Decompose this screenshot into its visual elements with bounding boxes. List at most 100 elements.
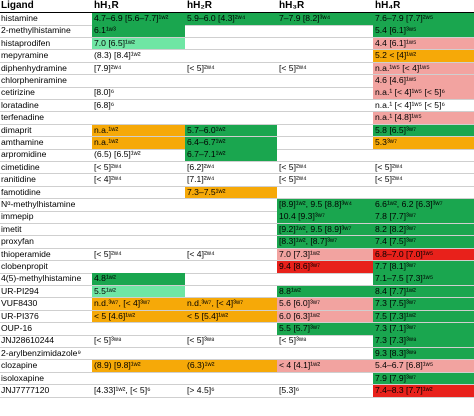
ligand-name-cell: 2-methylhistamine bbox=[1, 25, 71, 36]
header-h1r: hH₁R bbox=[94, 0, 119, 11]
value-cell-h2r: 5.9–6.0 [4.3]²ʷ⁴ bbox=[185, 13, 277, 25]
table-row: VUF8430 n.d.³ʷ⁷, [< 4]³ʷ⁷ n.d.³ʷ⁷, [< 4]³ʷ… bbox=[0, 298, 474, 310]
value-cell-h2r bbox=[185, 273, 277, 285]
row-divider bbox=[0, 272, 474, 274]
value-cell-h1r: [8.0]⁶ bbox=[94, 87, 115, 98]
ligand-name-cell: immepip bbox=[1, 211, 34, 222]
row-divider bbox=[0, 24, 474, 26]
value-cell-h3r bbox=[277, 25, 373, 37]
table-row: thioperamide [< 5]²ʷ⁴ [< 4]²ʷ⁴ 7.0 [7.3]¹ʷ²… bbox=[0, 248, 474, 261]
table-row: histamine 4.7–6.9 [5.6–7.7]¹ʷ² 5.9–6.0 [4.… bbox=[0, 13, 474, 25]
ligand-name-cell: UR-PI294 bbox=[1, 285, 39, 296]
row-divider bbox=[0, 37, 474, 38]
value-cell-h1r bbox=[92, 323, 185, 335]
header-h2r: hH₂R bbox=[187, 0, 212, 11]
value-cell-h2r bbox=[185, 286, 277, 298]
table-header: Ligand hH₁R hH₂R hH₃R hH₄R bbox=[0, 0, 474, 11]
value-cell-h3r: 7–7.9 [8.2]³ʷ⁴ bbox=[277, 13, 373, 25]
value-cell-h4r: 7.3 [7.1]³ʷ⁷ bbox=[373, 323, 474, 335]
value-cell-h2r: [< 5]²ʷ⁴ bbox=[187, 62, 215, 73]
value-cell-h4r: 7.6–7.9 [7.7]²ʷ⁵ bbox=[373, 13, 474, 25]
value-cell-h3r bbox=[277, 87, 373, 99]
value-cell-h1r: (6.5) [6.5]¹ʷ² bbox=[94, 149, 141, 160]
value-cell-h1r bbox=[92, 348, 185, 360]
table-row: clobenpropit 9.4 [8.6]³ʷ⁷ 7.7 [8.1]³ʷ⁷ bbox=[0, 261, 474, 273]
value-cell-h4r: 5.2 < [4]¹ʷ² bbox=[373, 50, 474, 62]
table-row: clozapine (8.9) [9.8]¹ʷ² (6.3)¹ʷ² < 4 [4.1]… bbox=[0, 360, 474, 372]
ligand-name-cell: histamine bbox=[1, 13, 38, 23]
value-cell-h4r: 5.8 [6.5]³ʷ⁷ bbox=[373, 124, 474, 137]
table-row: cetirizine [8.0]⁶ n.a.¹ [< 4]¹ʷ⁵ [< 5]⁶ bbox=[0, 87, 474, 99]
value-cell-h3r bbox=[277, 50, 373, 62]
ligand-name-cell: amthamine bbox=[1, 137, 44, 147]
row-divider bbox=[0, 334, 474, 336]
row-divider bbox=[0, 247, 474, 249]
row-divider bbox=[0, 309, 474, 311]
value-cell-h1r: n.a.¹ʷ² bbox=[92, 137, 185, 149]
value-cell-h3r: [< 5]³ʷ⁸ bbox=[279, 335, 307, 346]
value-cell-h2r bbox=[185, 323, 277, 335]
table-row: Nᵅ-methylhistamine [8.9]¹ʷ², 9.5 [8.8]³ʷ⁴… bbox=[0, 199, 474, 211]
value-cell-h2r bbox=[185, 211, 277, 223]
value-cell-h3r bbox=[277, 100, 373, 112]
row-divider bbox=[0, 260, 474, 261]
table-row: isoloxapine 7.9 [7.9]³ʷ⁷ bbox=[0, 372, 474, 385]
table-row: 2-methylhistamine 6.1¹ʷ³ 5.4 [6.1]³ʷ⁵ bbox=[0, 25, 474, 37]
value-cell-h3r: [8.3]¹ʷ², [8.7]³ʷ⁷ bbox=[277, 236, 373, 248]
value-cell-h2r bbox=[185, 100, 277, 112]
value-cell-h2r: 7.3–7.5¹ʷ² bbox=[185, 186, 277, 199]
value-cell-h3r bbox=[277, 149, 373, 161]
value-cell-h3r bbox=[277, 187, 373, 199]
value-cell-h1r bbox=[92, 236, 185, 248]
value-cell-h4r: 6.6¹ʷ², 6.2 [6.3]³ʷ⁷ bbox=[373, 199, 474, 211]
value-cell-h1r: < 5 [4.6]¹ʷ² bbox=[92, 310, 185, 323]
table-row: OUP-16 5.5 [5.7]³ʷ⁷ 7.3 [7.1]³ʷ⁷ bbox=[0, 323, 474, 335]
table-row: mepyramine (8.3) [8.4]¹ʷ² 5.2 < [4]¹ʷ² bbox=[0, 50, 474, 62]
value-cell-h1r: 4.8¹ʷ² bbox=[92, 273, 185, 285]
ligand-name-cell: chlorpheniramine bbox=[1, 75, 67, 85]
header-rule bbox=[0, 12, 474, 13]
value-cell-h3r: 5.6 [6.0]³ʷ⁷ bbox=[277, 298, 373, 310]
value-cell-h4r: 7.8 [7.7]³ʷ⁷ bbox=[373, 211, 474, 223]
value-cell-h4r: n.a.¹ [4.8]¹ʷ⁵ bbox=[373, 112, 474, 124]
value-cell-h2r: [6.2]²ʷ⁴ bbox=[187, 161, 215, 172]
value-cell-h3r: [< 5]²ʷ⁴ bbox=[279, 161, 307, 172]
row-divider bbox=[0, 285, 474, 286]
value-cell-h3r: 5.5 [5.7]³ʷ⁷ bbox=[277, 323, 373, 335]
value-cell-h2r: 6.4–6.7¹ʷ² bbox=[185, 137, 277, 149]
value-cell-h4r: n.a.¹ʷ⁵ [< 4]¹ʷ⁵ bbox=[373, 62, 474, 75]
table-row: JNJ28610244 [< 5]³ʷ⁸ [< 5]³ʷ⁸ [< 5]³ʷ⁸ 7.3 [… bbox=[0, 335, 474, 347]
value-cell-h1r: [6.8]⁶ bbox=[94, 99, 115, 110]
row-divider bbox=[0, 371, 474, 373]
row-divider bbox=[0, 359, 474, 360]
header-h4r: hH₄R bbox=[375, 0, 401, 11]
value-cell-h3r: [< 5]²ʷ⁴ bbox=[279, 174, 307, 185]
table-row: proxyfan [8.3]¹ʷ², [8.7]³ʷ⁷ 7.4 [7.5]³ʷ⁷ bbox=[0, 236, 474, 248]
table-row: diphenhydramine [7.9]²ʷ⁴ [< 5]²ʷ⁴ [< 5]²ʷ⁴ n… bbox=[0, 62, 474, 75]
table-row: chlorpheniramine 4.6 [4.6]¹ʷ⁵ bbox=[0, 75, 474, 87]
table-row: 2-arylbenzimidazole⁹ 9.3 [8.3]³ʷ⁹ bbox=[0, 347, 474, 360]
value-cell-h4r: 5.4 [6.1]³ʷ⁵ bbox=[373, 25, 474, 37]
value-cell-h4r: 5.3³ʷ⁷ bbox=[373, 137, 474, 149]
value-cell-h4r: 8.4 [7.7]¹ʷ² bbox=[373, 285, 474, 298]
row-divider bbox=[0, 111, 474, 112]
value-cell-h1r bbox=[92, 187, 185, 199]
value-cell-h1r: [7.9]²ʷ⁴ bbox=[94, 62, 122, 73]
value-cell-h3r: < 4 [4.1]¹ʷ² bbox=[277, 360, 373, 372]
value-cell-h1r: [< 4]²ʷ⁴ bbox=[94, 174, 122, 185]
row-divider bbox=[0, 384, 474, 385]
ligand-name-cell: loratadine bbox=[1, 99, 39, 110]
value-cell-h1r bbox=[92, 261, 185, 273]
value-cell-h3r: [5.3]⁶ bbox=[279, 385, 300, 395]
value-cell-h1r bbox=[92, 211, 185, 223]
value-cell-h2r bbox=[185, 224, 277, 236]
value-cell-h4r: 7.9 [7.9]³ʷ⁷ bbox=[373, 372, 474, 385]
row-divider bbox=[0, 210, 474, 212]
ligand-name-cell: 4(5)-methylhistamine bbox=[1, 273, 82, 284]
value-cell-h3r: 6.0 [6.3]¹ʷ² bbox=[277, 310, 373, 323]
value-cell-h3r: 9.4 [8.6]³ʷ⁷ bbox=[277, 261, 373, 273]
table-row: loratadine [6.8]⁶ n.a.¹ [< 4]¹ʷ⁵ [< 5]⁶ bbox=[0, 100, 474, 112]
row-divider bbox=[0, 185, 474, 187]
value-cell-h2r: [> 4.5]⁶ bbox=[187, 385, 215, 395]
